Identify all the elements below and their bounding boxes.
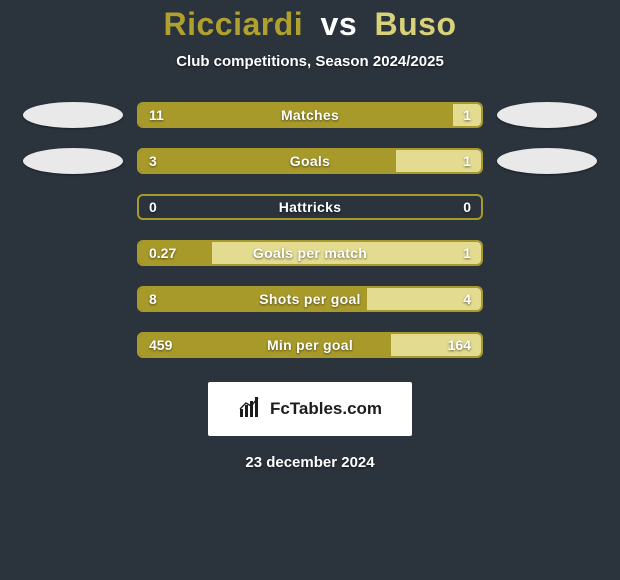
stat-bar: 3 1 Goals <box>137 148 483 174</box>
stat-value-player2: 1 <box>463 107 471 123</box>
stat-value-player1: 11 <box>149 107 164 123</box>
stat-label: Goals per match <box>253 245 367 261</box>
stat-label: Matches <box>281 107 339 123</box>
avatar-spacer <box>23 332 123 358</box>
avatar-spacer <box>497 332 597 358</box>
stat-row: 0.27 1 Goals per match <box>0 240 620 266</box>
avatar-spacer <box>497 240 597 266</box>
stat-row: 459 164 Min per goal <box>0 332 620 358</box>
stat-row: 0 0 Hattricks <box>0 194 620 220</box>
stat-row: 3 1 Goals <box>0 148 620 174</box>
avatar-spacer <box>23 240 123 266</box>
stat-value-player2: 0 <box>463 199 471 215</box>
source-logo-text: FcTables.com <box>270 399 382 419</box>
stat-bar: 0 0 Hattricks <box>137 194 483 220</box>
player1-name: Ricciardi <box>163 6 303 42</box>
stat-value-player2: 1 <box>463 245 471 261</box>
stat-bar: 111Matches <box>137 102 483 128</box>
stat-value-player1: 3 <box>149 153 157 169</box>
stat-bar: 0.27 1 Goals per match <box>137 240 483 266</box>
chart-bars-icon <box>238 395 262 424</box>
avatar-spacer <box>497 194 597 220</box>
page-title: Ricciardi vs Buso <box>163 6 456 43</box>
stat-value-player2: 4 <box>463 291 471 307</box>
stat-value-player1: 0.27 <box>149 245 176 261</box>
source-logo-badge: FcTables.com <box>208 382 412 436</box>
subtitle: Club competitions, Season 2024/2025 <box>176 53 444 70</box>
vs-separator: vs <box>321 6 358 42</box>
stat-row: 111Matches <box>0 102 620 128</box>
stat-label: Min per goal <box>267 337 353 353</box>
stat-value-player1: 0 <box>149 199 157 215</box>
stat-bar-fill-player1 <box>139 334 391 356</box>
stat-bar-fill-player1 <box>139 150 396 172</box>
stat-row: 8 4 Shots per goal <box>0 286 620 312</box>
stat-value-player1: 8 <box>149 291 157 307</box>
player2-name: Buso <box>375 6 457 42</box>
stat-value-player1: 459 <box>149 337 172 353</box>
stat-value-player2: 1 <box>463 153 471 169</box>
player1-avatar <box>23 102 123 128</box>
player2-avatar <box>497 148 597 174</box>
avatar-spacer <box>23 194 123 220</box>
avatar-spacer <box>23 286 123 312</box>
stat-label: Goals <box>290 153 330 169</box>
player2-avatar <box>497 102 597 128</box>
stat-label: Shots per goal <box>259 291 360 307</box>
generation-date: 23 december 2024 <box>245 454 374 471</box>
stat-value-player2: 164 <box>448 337 471 353</box>
stats-list: 111Matches31Goals00Hattricks0.271Goals p… <box>0 102 620 358</box>
stat-label: Hattricks <box>279 199 342 215</box>
player-comparison-infographic: Ricciardi vs Buso Club competitions, Sea… <box>0 0 620 580</box>
stat-bar: 8 4 Shots per goal <box>137 286 483 312</box>
stat-bar: 459 164 Min per goal <box>137 332 483 358</box>
avatar-spacer <box>497 286 597 312</box>
player1-avatar <box>23 148 123 174</box>
